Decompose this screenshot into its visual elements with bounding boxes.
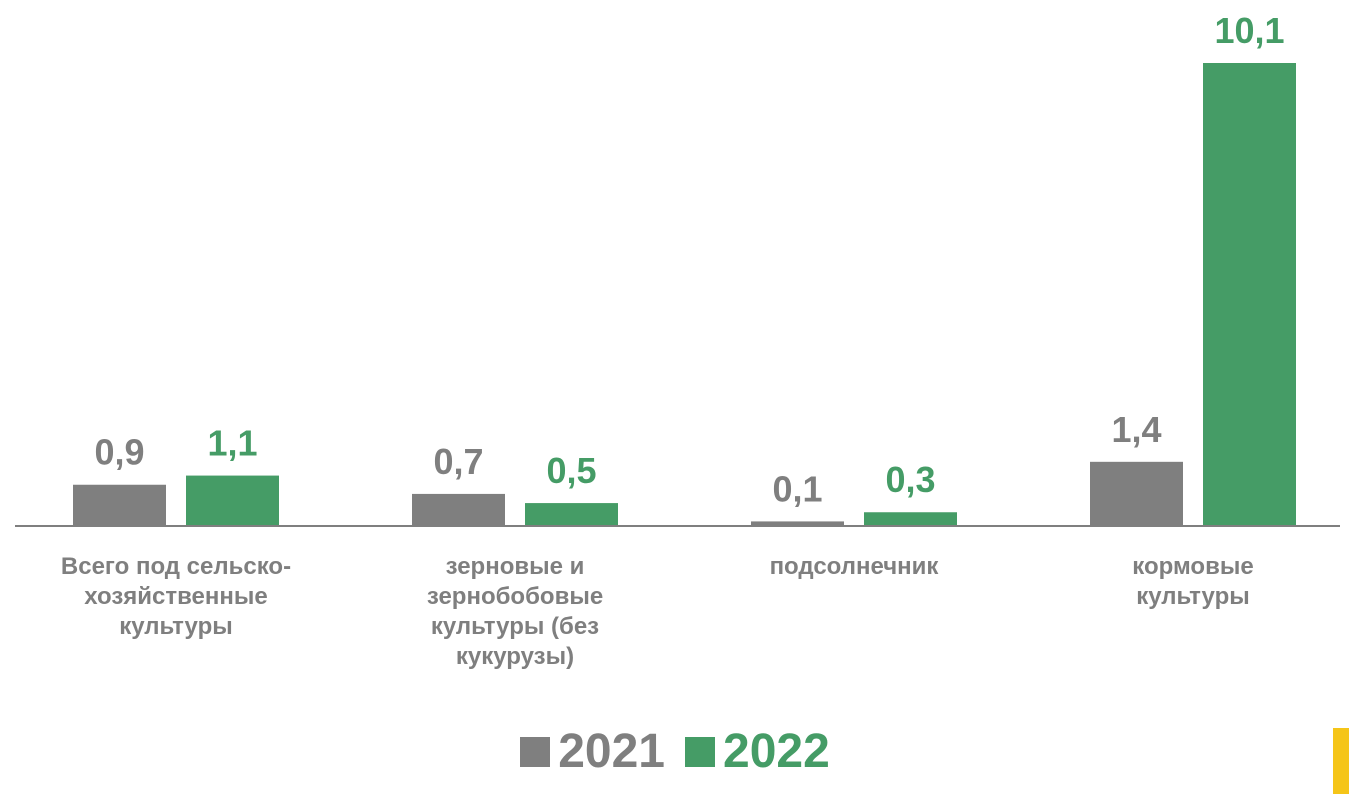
bar-2022-2	[864, 512, 957, 526]
legend-swatch-2021	[520, 736, 551, 767]
legend: 2021 2022	[0, 724, 1350, 779]
data-label-2022-2: 0,3	[885, 459, 935, 500]
legend-item-2022: 2022	[685, 724, 830, 779]
data-label-2022-0: 1,1	[207, 423, 257, 464]
data-label-2021-1: 0,7	[433, 441, 483, 482]
data-label-2022-1: 0,5	[546, 450, 596, 491]
bar-2022-1	[525, 503, 618, 526]
legend-item-2021: 2021	[520, 724, 665, 779]
bar-2021-1	[412, 493, 505, 526]
bars-group	[73, 63, 1296, 526]
bar-2021-0	[73, 484, 166, 526]
category-label: подсолнечник	[769, 553, 939, 580]
data-label-2021-2: 0,1	[772, 468, 822, 509]
bar-2021-2	[751, 521, 844, 526]
data-label-2021-3: 1,4	[1111, 409, 1161, 450]
category-label: зерновые и зернобобовые культуры (без ку…	[426, 553, 604, 670]
legend-label-2022: 2022	[723, 725, 830, 778]
data-label-2022-3: 10,1	[1214, 10, 1284, 51]
data-label-2021-0: 0,9	[94, 432, 144, 473]
bar-2022-0	[186, 475, 279, 526]
legend-swatch-2022	[685, 736, 715, 767]
value-labels-group: 0,9 0,7 0,1 1,4 1,1 0,5 0,3 10,1	[94, 10, 1284, 509]
bar-2022-3	[1203, 63, 1296, 526]
category-label: кормовые культуры	[1132, 553, 1254, 610]
legend-label-2021: 2021	[558, 725, 665, 778]
category-label: Всего под сельско- хозяйственные культур…	[60, 553, 292, 640]
bar-2021-3	[1090, 461, 1183, 526]
accent-bar	[1333, 728, 1349, 794]
